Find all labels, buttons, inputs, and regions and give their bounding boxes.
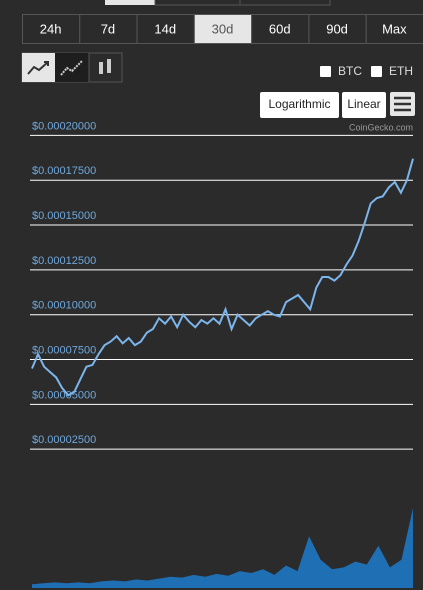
currency-checkbox[interactable] [320,66,331,77]
range-label: 24h [40,21,62,36]
price-line [31,158,414,397]
line-icon [44,61,49,66]
range-button[interactable] [308,14,367,44]
y-tick-label: $0.00002500 [32,434,96,446]
scale-label: Logarithmic [268,97,330,111]
range-label: Max [382,21,407,36]
top-tab[interactable] [239,0,331,6]
currency-label: ETH [389,64,413,78]
y-tick-label: $0.00015000 [32,210,96,222]
currency-label: BTC [338,64,362,78]
scale-label: Linear [347,97,380,111]
range-button[interactable] [79,14,138,44]
top-tab[interactable] [105,0,155,5]
y-tick-label: $0.00017500 [32,165,96,177]
range-label: 7d [101,21,115,36]
candle-chart-button[interactable] [88,52,123,83]
range-button[interactable] [193,14,253,44]
scale-button[interactable] [342,92,386,118]
y-tick-label: $0.00010000 [32,300,96,312]
y-tick-label: $0.00012500 [32,255,96,267]
volume-area [32,508,413,588]
candle-icon [99,62,103,74]
range-button[interactable] [251,14,310,44]
chart-type-switch [21,52,123,83]
range-button[interactable] [136,14,195,44]
range-label: 14d [154,21,176,36]
area-chart-button[interactable] [55,53,89,82]
menu-icon [394,96,411,112]
currency-checkbox[interactable] [371,66,382,77]
range-button[interactable] [22,14,81,44]
y-tick-label: $0.00007500 [32,344,96,356]
range-button[interactable] [365,14,423,44]
y-tick-label: $0.00005000 [32,389,96,401]
top-tab[interactable] [154,0,241,6]
range-label: 90d [326,21,348,36]
credit: CoinGecko.com [349,122,413,132]
line-icon [27,61,49,75]
line-chart-button[interactable] [22,53,55,82]
range-label: 30d [212,21,234,36]
area-icon [60,60,83,76]
range-label: 60d [269,21,291,36]
y-tick-label: $0.00020000 [32,120,96,132]
scale-button[interactable] [260,92,339,118]
candle-icon [107,59,111,73]
